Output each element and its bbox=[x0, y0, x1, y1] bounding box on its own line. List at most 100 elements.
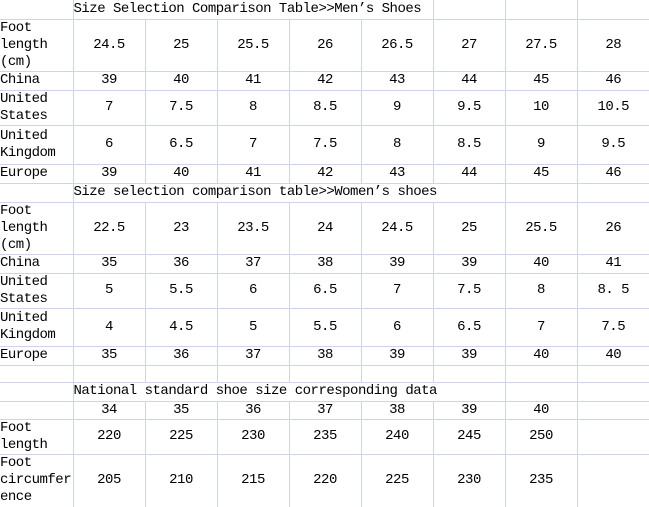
empty-cell bbox=[577, 454, 649, 507]
empty-cell bbox=[505, 0, 578, 20]
womens-us-row: United States 5 5.5 6 6.5 7 7.5 8 8. 5 bbox=[0, 273, 649, 309]
row-label: United States bbox=[0, 273, 74, 309]
value-cell: 24.5 bbox=[73, 19, 146, 72]
value-cell: 7 bbox=[505, 308, 578, 347]
empty-cell bbox=[577, 401, 649, 420]
empty-cell bbox=[577, 183, 649, 203]
value-cell: 23 bbox=[145, 202, 218, 255]
value-cell: 36 bbox=[217, 401, 290, 420]
value-cell: 26 bbox=[577, 202, 649, 255]
value-cell: 25.5 bbox=[217, 19, 290, 72]
womens-foot-length-row: Foot length (cm) 22.5 23 23.5 24 24.5 25… bbox=[0, 202, 649, 255]
value-cell: 39 bbox=[433, 401, 506, 420]
value-cell: 9 bbox=[361, 90, 434, 126]
value-cell: 215 bbox=[217, 454, 290, 507]
value-cell: 38 bbox=[289, 254, 362, 274]
row-label: United States bbox=[0, 90, 74, 126]
value-cell: 7 bbox=[73, 90, 146, 126]
value-cell: 23.5 bbox=[217, 202, 290, 255]
mens-foot-length-row: Foot length (cm) 24.5 25 25.5 26 26.5 27… bbox=[0, 19, 649, 72]
empty-cell bbox=[505, 183, 578, 203]
row-label: Foot circumference bbox=[0, 454, 74, 507]
value-cell: 27 bbox=[433, 19, 506, 72]
womens-europe-row: Europe 35 36 37 38 39 39 40 40 bbox=[0, 346, 649, 366]
national-title-row: National standard shoe size correspondin… bbox=[0, 382, 649, 402]
value-cell: 38 bbox=[289, 346, 362, 366]
value-cell: 41 bbox=[217, 164, 290, 184]
value-cell: 9.5 bbox=[433, 90, 506, 126]
value-cell: 35 bbox=[145, 401, 218, 420]
empty-cell bbox=[0, 0, 74, 20]
value-cell: 6.5 bbox=[145, 125, 218, 165]
empty-cell bbox=[577, 419, 649, 455]
empty-cell bbox=[217, 365, 290, 383]
national-sizes-row: 34 35 36 37 38 39 40 bbox=[0, 401, 649, 420]
value-cell: 7.5 bbox=[577, 308, 649, 347]
value-cell: 4 bbox=[73, 308, 146, 347]
row-label: Foot length (cm) bbox=[0, 19, 74, 72]
value-cell: 41 bbox=[217, 71, 290, 91]
value-cell: 5 bbox=[73, 273, 146, 309]
value-cell: 8 bbox=[361, 125, 434, 165]
value-cell: 39 bbox=[361, 254, 434, 274]
value-cell: 26 bbox=[289, 19, 362, 72]
value-cell: 210 bbox=[145, 454, 218, 507]
row-label: China bbox=[0, 71, 74, 91]
value-cell: 39 bbox=[361, 346, 434, 366]
value-cell: 25 bbox=[433, 202, 506, 255]
value-cell: 46 bbox=[577, 164, 649, 184]
value-cell: 22.5 bbox=[73, 202, 146, 255]
value-cell: 43 bbox=[361, 164, 434, 184]
mens-china-row: China 39 40 41 42 43 44 45 46 bbox=[0, 71, 649, 91]
empty-cell bbox=[289, 365, 362, 383]
value-cell: 27.5 bbox=[505, 19, 578, 72]
value-cell: 39 bbox=[73, 164, 146, 184]
value-cell: 34 bbox=[73, 401, 146, 420]
empty-cell bbox=[577, 382, 649, 402]
spacer-row bbox=[0, 365, 649, 383]
value-cell: 39 bbox=[73, 71, 146, 91]
value-cell: 10.5 bbox=[577, 90, 649, 126]
value-cell: 225 bbox=[145, 419, 218, 455]
value-cell: 235 bbox=[505, 454, 578, 507]
womens-title-row: Size selection comparison table>>Women’s… bbox=[0, 183, 649, 203]
national-foot-length-row: Foot length 220 225 230 235 240 245 250 bbox=[0, 419, 649, 455]
empty-cell bbox=[505, 365, 578, 383]
value-cell: 44 bbox=[433, 71, 506, 91]
mens-title-row: Size Selection Comparison Table>>Men’s S… bbox=[0, 0, 649, 20]
value-cell: 39 bbox=[433, 346, 506, 366]
womens-china-row: China 35 36 37 38 39 39 40 41 bbox=[0, 254, 649, 274]
value-cell: 8.5 bbox=[289, 90, 362, 126]
value-cell: 46 bbox=[577, 71, 649, 91]
value-cell: 24 bbox=[289, 202, 362, 255]
value-cell: 9.5 bbox=[577, 125, 649, 165]
value-cell: 9 bbox=[505, 125, 578, 165]
value-cell: 8.5 bbox=[433, 125, 506, 165]
value-cell: 5.5 bbox=[145, 273, 218, 309]
value-cell: 40 bbox=[505, 254, 578, 274]
value-cell: 37 bbox=[289, 401, 362, 420]
value-cell: 26.5 bbox=[361, 19, 434, 72]
row-label: Foot length bbox=[0, 419, 74, 455]
row-label: United Kingdom bbox=[0, 125, 74, 165]
value-cell: 35 bbox=[73, 254, 146, 274]
empty-cell bbox=[433, 0, 506, 20]
value-cell: 8. 5 bbox=[577, 273, 649, 309]
value-cell: 37 bbox=[217, 254, 290, 274]
value-cell: 24.5 bbox=[361, 202, 434, 255]
value-cell: 245 bbox=[433, 419, 506, 455]
value-cell: 7 bbox=[217, 125, 290, 165]
row-label: Europe bbox=[0, 346, 74, 366]
empty-cell bbox=[433, 365, 506, 383]
value-cell: 220 bbox=[289, 454, 362, 507]
value-cell: 6.5 bbox=[433, 308, 506, 347]
value-cell: 45 bbox=[505, 164, 578, 184]
empty-cell bbox=[0, 382, 74, 402]
value-cell: 4.5 bbox=[145, 308, 218, 347]
value-cell: 7.5 bbox=[289, 125, 362, 165]
value-cell: 6 bbox=[73, 125, 146, 165]
value-cell: 7.5 bbox=[433, 273, 506, 309]
value-cell: 6 bbox=[217, 273, 290, 309]
empty-cell bbox=[73, 365, 146, 383]
